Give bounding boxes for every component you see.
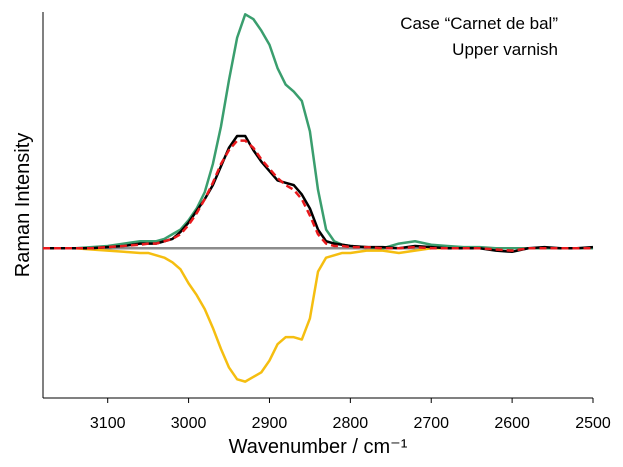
y-axis-label: Raman Intensity: [12, 133, 34, 278]
annotation: Case “Carnet de bal”: [400, 14, 558, 33]
x-tick-label: 2900: [252, 415, 288, 432]
spectrum-line: [43, 247, 593, 383]
spectrum-line: [43, 139, 593, 252]
x-tick-label: 3100: [90, 415, 126, 432]
x-axis-label: Wavenumber / cm⁻¹: [229, 436, 408, 458]
x-tick-label: 2500: [575, 415, 611, 432]
x-tick-label: 3000: [171, 415, 207, 432]
x-tick-label: 2600: [494, 415, 530, 432]
x-tick-label: 2700: [413, 415, 449, 432]
annotation: Upper varnish: [452, 40, 558, 59]
x-tick-label: 2800: [333, 415, 369, 432]
